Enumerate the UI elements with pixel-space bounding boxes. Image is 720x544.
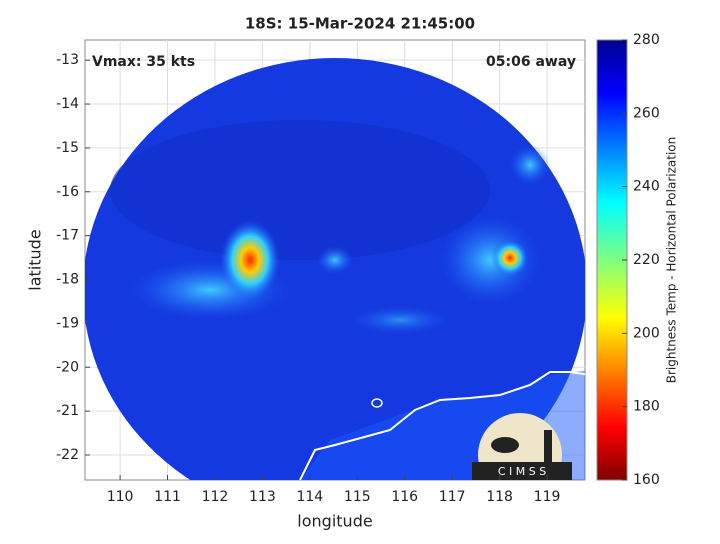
y-tick-label: -16 xyxy=(56,184,79,200)
y-tick-label: -22 xyxy=(56,447,79,463)
colorbar-tick-label: 220 xyxy=(633,252,660,268)
colorbar-tick-label: 200 xyxy=(633,325,660,341)
colorbar-tick-label: 260 xyxy=(633,105,660,121)
colorbar-tick-label: 240 xyxy=(633,179,660,195)
x-tick-label: 115 xyxy=(344,489,371,505)
y-tick-label: -17 xyxy=(56,228,79,244)
colorbar-tick-label: 160 xyxy=(633,472,660,488)
colorbar-label: Brightness Temp - Horizontal Polarizatio… xyxy=(665,137,679,384)
x-tick-label: 118 xyxy=(486,489,513,505)
title: 18S: 15-Mar-2024 21:45:00 xyxy=(245,15,475,33)
x-tick-label: 114 xyxy=(296,489,323,505)
y-axis-label: latitude xyxy=(26,229,45,290)
y-tick-label: -13 xyxy=(56,52,79,68)
y-tick-label: -20 xyxy=(56,359,79,375)
colorbar-tick-label: 180 xyxy=(633,399,660,415)
colorbar-tick-label: 280 xyxy=(633,32,660,48)
swath-image xyxy=(85,58,585,480)
x-tick-label: 116 xyxy=(391,489,418,505)
x-tick-label: 111 xyxy=(154,489,181,505)
vmax-note: Vmax: 35 kts xyxy=(92,54,195,70)
x-axis-label: longitude xyxy=(297,512,372,531)
x-tick-label: 119 xyxy=(534,489,561,505)
x-tick-label: 112 xyxy=(202,489,229,505)
logo-text: C I M S S xyxy=(498,465,546,478)
y-tick-label: -18 xyxy=(56,272,79,288)
y-tick-label: -19 xyxy=(56,315,79,331)
time-note: 05:06 away xyxy=(486,54,576,70)
y-tick-label: -21 xyxy=(56,403,79,419)
y-tick-label: -14 xyxy=(56,96,79,112)
y-tick-label: -15 xyxy=(56,140,79,156)
x-tick-label: 110 xyxy=(107,489,134,505)
x-tick-label: 117 xyxy=(439,489,466,505)
x-tick-label: 113 xyxy=(249,489,276,505)
logo: C I M S S xyxy=(472,413,572,480)
